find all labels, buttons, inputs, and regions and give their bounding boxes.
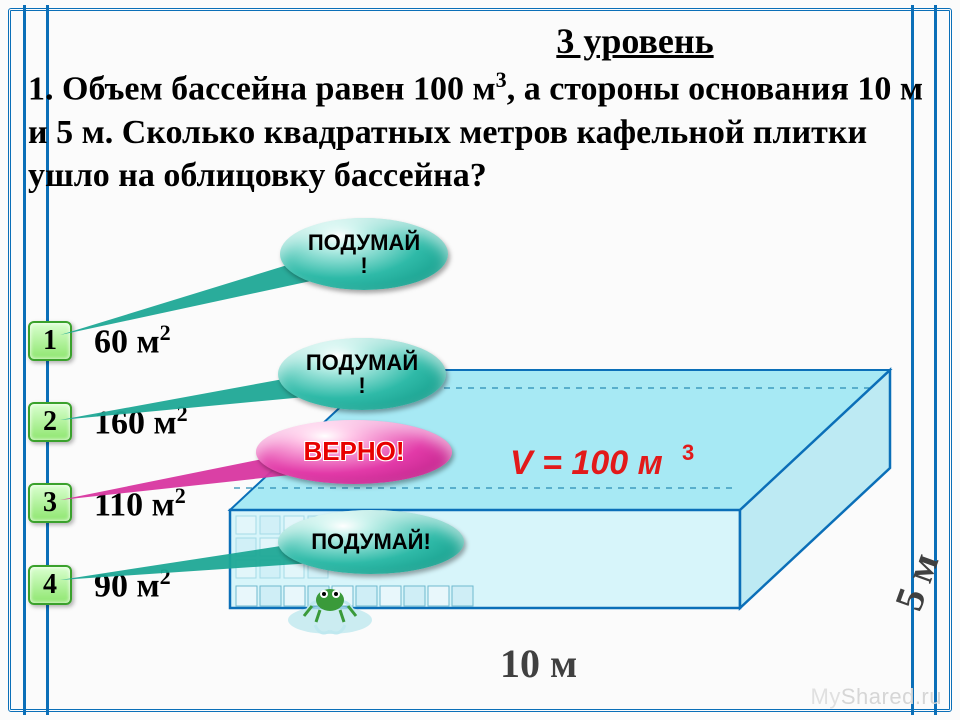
- answer-text: 160 м2: [94, 401, 188, 442]
- answer-button-1[interactable]: 1: [28, 321, 72, 361]
- level-title: 3 уровень: [28, 20, 932, 62]
- volume-label: V = 100 м: [510, 444, 663, 482]
- pool-dim-length: 10 м: [500, 640, 577, 687]
- feedback-wrong-bubble: ПОДУМАЙ !: [280, 218, 448, 290]
- answer-button-3[interactable]: 3: [28, 483, 72, 523]
- problem-text: 1. Объем бассейна равен 100 м3, а сторон…: [28, 66, 932, 198]
- answer-row: 2 160 м2: [28, 401, 188, 442]
- answer-button-4[interactable]: 4: [28, 565, 72, 605]
- answer-text: 60 м2: [94, 320, 171, 361]
- answer-text: 110 м2: [94, 483, 186, 524]
- answer-list: 1 60 м2 2 160 м2 3 110 м2 4 90 м2: [28, 320, 188, 645]
- feedback-correct-bubble: ВЕРНО!: [256, 420, 452, 484]
- answer-row: 3 110 м2: [28, 483, 188, 524]
- answer-row: 1 60 м2: [28, 320, 188, 361]
- watermark: MyShared.ru: [811, 684, 942, 710]
- feedback-wrong-bubble: ПОДУМАЙ!: [278, 510, 464, 574]
- answer-button-2[interactable]: 2: [28, 402, 72, 442]
- answer-row: 4 90 м2: [28, 564, 188, 605]
- answer-text: 90 м2: [94, 564, 171, 605]
- feedback-wrong-bubble: ПОДУМАЙ !: [278, 338, 446, 410]
- svg-text:3: 3: [682, 440, 694, 465]
